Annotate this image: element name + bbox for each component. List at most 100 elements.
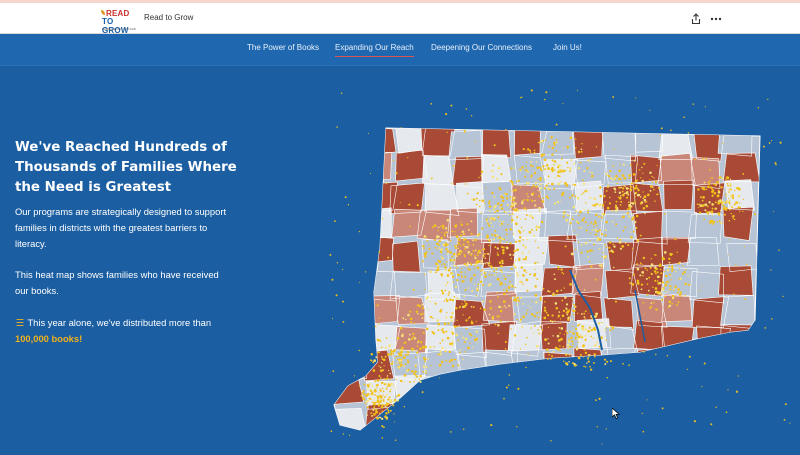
family-dot (616, 207, 619, 209)
family-dot (717, 189, 720, 192)
family-dot (522, 198, 525, 201)
family-dot (342, 320, 345, 323)
family-dot (474, 283, 476, 286)
family-dot (610, 360, 612, 363)
family-dot (381, 217, 384, 220)
nav-item-power-of-books[interactable]: The Power of Books (247, 43, 320, 52)
app-title[interactable]: Read to Grow (144, 13, 194, 22)
town-region (661, 354, 692, 387)
family-dot (451, 230, 454, 233)
more-icon[interactable] (709, 13, 723, 25)
family-dot (562, 346, 565, 348)
family-dot (514, 188, 517, 192)
family-dot (443, 234, 446, 237)
family-dot (712, 222, 715, 225)
family-dot (518, 300, 521, 302)
town-border (574, 380, 610, 413)
family-dot (538, 226, 541, 229)
family-dot (590, 174, 594, 178)
family-dot (655, 353, 657, 356)
family-dot (421, 391, 424, 394)
family-dot (380, 346, 383, 349)
family-dot (607, 174, 611, 178)
town-region (601, 210, 636, 239)
family-dot (527, 251, 530, 254)
town-region (606, 241, 639, 273)
family-dot (615, 200, 618, 203)
family-dot (531, 229, 534, 232)
family-dot (416, 345, 419, 347)
town-border (633, 210, 668, 245)
family-dot (397, 358, 399, 361)
family-dot (767, 98, 769, 101)
family-dot (577, 356, 581, 360)
family-dot (540, 139, 544, 143)
family-dot (667, 290, 670, 292)
family-dot (496, 277, 500, 281)
family-dot (379, 416, 382, 419)
family-dot (401, 346, 404, 350)
family-dot (374, 408, 378, 412)
town-region (513, 208, 547, 239)
family-dot (560, 200, 562, 203)
family-dot (542, 252, 544, 255)
family-dot (722, 207, 726, 210)
family-dot (366, 384, 370, 387)
family-dot (460, 223, 463, 227)
family-dot (625, 192, 628, 195)
family-dot (589, 232, 592, 235)
family-dot (669, 273, 671, 276)
family-dot (501, 199, 505, 203)
family-dot (556, 293, 558, 295)
family-dot (370, 359, 372, 362)
nav-item-expanding-our-reach[interactable]: Expanding Our Reach (335, 43, 414, 57)
family-dot (444, 289, 447, 292)
nav-item-deepening-our-connections[interactable]: Deepening Our Connections (431, 43, 532, 52)
share-icon[interactable] (690, 13, 702, 25)
family-dot (440, 237, 443, 240)
family-dot (592, 337, 595, 339)
family-dot (530, 198, 532, 201)
town-region (395, 375, 426, 405)
family-dot (505, 289, 509, 293)
family-dot (459, 221, 462, 224)
family-dot (565, 330, 567, 332)
family-dot (707, 205, 709, 207)
family-dot (371, 412, 373, 414)
family-dot (424, 345, 428, 349)
family-dot (358, 231, 360, 233)
town-border (424, 291, 456, 323)
family-dot (522, 239, 524, 241)
family-dot (509, 189, 511, 192)
family-dot (410, 348, 413, 350)
family-dot (532, 184, 535, 187)
family-dot (382, 390, 385, 393)
family-dot (522, 148, 525, 151)
family-dot (779, 141, 782, 144)
family-dot (687, 275, 689, 277)
town-border (688, 404, 720, 430)
family-dot (380, 356, 383, 358)
family-dot (421, 317, 424, 319)
nav-item-join-us[interactable]: Join Us! (553, 43, 582, 52)
family-dot (601, 212, 604, 216)
river-east (634, 289, 646, 343)
read-to-grow-logo[interactable]: READ TO GROW building literacy from birt… (101, 7, 137, 35)
family-dot (518, 239, 521, 242)
town-region (361, 152, 392, 181)
family-dot (446, 274, 450, 277)
family-dot (374, 380, 377, 383)
family-dot (686, 368, 688, 370)
family-dot (660, 127, 663, 130)
family-dot (380, 377, 382, 379)
family-dot (463, 237, 465, 240)
family-dot (384, 415, 387, 419)
family-dot (403, 381, 405, 383)
family-dot (572, 309, 575, 313)
family-dot (407, 313, 410, 317)
family-dot (483, 272, 486, 275)
family-dot (699, 204, 703, 207)
town-border (453, 326, 487, 359)
family-dot (711, 194, 714, 198)
town-border (660, 236, 691, 266)
